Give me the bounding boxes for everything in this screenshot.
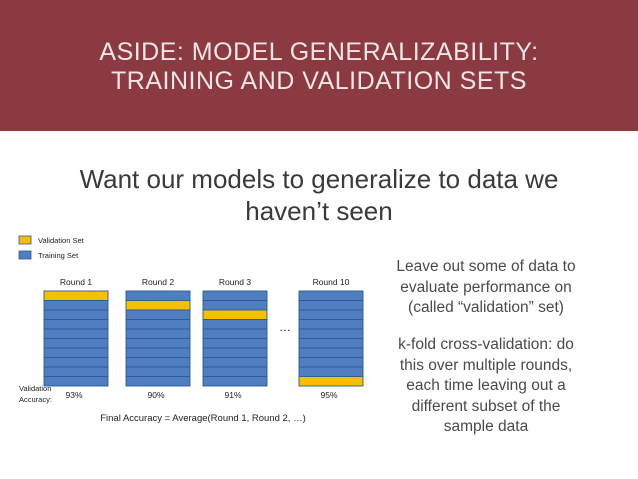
validation-fold-round-2-2 — [125, 300, 191, 311]
training-fold-round-2-9 — [125, 366, 191, 377]
training-fold-round-1-5 — [43, 328, 109, 339]
legend-swatch-validation-set — [18, 235, 32, 245]
validation-fold-round-1-1 — [43, 290, 109, 301]
final-accuracy-formula: Final Accuracy = Average(Round 1, Round … — [100, 413, 306, 424]
subtitle-line-1: Want our models to generalize to data we — [79, 164, 559, 194]
slide-title-line-2: TRAINING AND VALIDATION SETS — [111, 67, 527, 95]
round-label-round-10: Round 10 — [313, 277, 350, 287]
training-fold-round-10-2 — [298, 300, 364, 311]
kfold-description-line-4: different subset of the — [411, 397, 561, 415]
training-fold-round-2-1 — [125, 290, 191, 301]
accuracy-value-round-1: 93% — [65, 390, 82, 400]
training-fold-round-3-8 — [202, 357, 268, 368]
legend-label-training-set: Training Set — [38, 251, 79, 260]
training-fold-round-10-1 — [298, 290, 364, 301]
kfold-description-line-5: sample data — [443, 418, 529, 435]
training-fold-round-1-9 — [43, 366, 109, 377]
holdout-description-line-1: Leave out some of data to — [396, 258, 576, 275]
holdout-description: Leave out some of data to evaluate perfo… — [366, 257, 606, 319]
training-fold-round-10-6 — [298, 338, 364, 349]
training-fold-round-3-1 — [202, 290, 268, 301]
training-fold-round-10-7 — [298, 347, 364, 358]
training-fold-round-10-8 — [298, 357, 364, 368]
training-fold-round-1-3 — [43, 309, 109, 320]
legend-swatch-training-set — [18, 250, 32, 260]
ellipsis-label: … — [279, 320, 291, 334]
accuracy-value-round-2: 90% — [147, 390, 164, 400]
training-fold-round-3-4 — [202, 319, 268, 330]
accuracy-value-round-10: 95% — [320, 390, 337, 400]
legend-label-validation-set: Validation Set — [38, 236, 85, 245]
holdout-description-line-3: (called “validation” set) — [408, 299, 564, 316]
validation-fold-round-3-3 — [202, 309, 268, 320]
subtitle-line-2: haven’t seen — [245, 196, 393, 226]
slide-title: ASIDE: MODEL GENERALIZABILITY: TRAINING … — [0, 38, 638, 96]
training-fold-round-2-10 — [125, 376, 191, 387]
training-fold-round-2-4 — [125, 319, 191, 330]
training-fold-round-10-3 — [298, 309, 364, 320]
round-label-round-2: Round 2 — [142, 277, 174, 287]
validation-accuracy-label-line-1: Validation — [19, 384, 51, 393]
training-fold-round-10-5 — [298, 328, 364, 339]
training-fold-round-3-2 — [202, 300, 268, 311]
training-fold-round-3-6 — [202, 338, 268, 349]
slide-subtitle: Want our models to generalize to data we… — [0, 163, 638, 227]
round-label-round-1: Round 1 — [60, 277, 92, 287]
kfold-description-line-1: k-fold cross-validation: do — [398, 336, 574, 353]
training-fold-round-1-8 — [43, 357, 109, 368]
validation-fold-round-10-10 — [298, 376, 364, 387]
holdout-description-line-2: evaluate performance on — [400, 278, 572, 296]
kfold-description: k-fold cross-validation: do this over mu… — [366, 335, 606, 438]
kfold-description-line-2: this over multiple rounds, — [399, 356, 573, 374]
training-fold-round-1-2 — [43, 300, 109, 311]
training-fold-round-1-6 — [43, 338, 109, 349]
training-fold-round-3-10 — [202, 376, 268, 387]
training-fold-round-10-9 — [298, 366, 364, 377]
training-fold-round-2-5 — [125, 328, 191, 339]
training-fold-round-1-4 — [43, 319, 109, 330]
header-banner: ASIDE: MODEL GENERALIZABILITY: TRAINING … — [0, 0, 638, 131]
training-fold-round-3-9 — [202, 366, 268, 377]
training-fold-round-3-5 — [202, 328, 268, 339]
round-label-round-3: Round 3 — [219, 277, 251, 287]
training-fold-round-1-10 — [43, 376, 109, 387]
slide-title-line-1: ASIDE: MODEL GENERALIZABILITY: — [99, 38, 539, 66]
training-fold-round-2-7 — [125, 347, 191, 358]
training-fold-round-10-4 — [298, 319, 364, 330]
accuracy-value-round-3: 91% — [224, 390, 241, 400]
training-fold-round-1-7 — [43, 347, 109, 358]
training-fold-round-3-7 — [202, 347, 268, 358]
training-fold-round-2-6 — [125, 338, 191, 349]
validation-accuracy-label-line-2: Accuracy: — [19, 395, 52, 404]
training-fold-round-2-3 — [125, 309, 191, 320]
kfold-description-line-3: each time leaving out a — [406, 377, 566, 394]
training-fold-round-2-8 — [125, 357, 191, 368]
